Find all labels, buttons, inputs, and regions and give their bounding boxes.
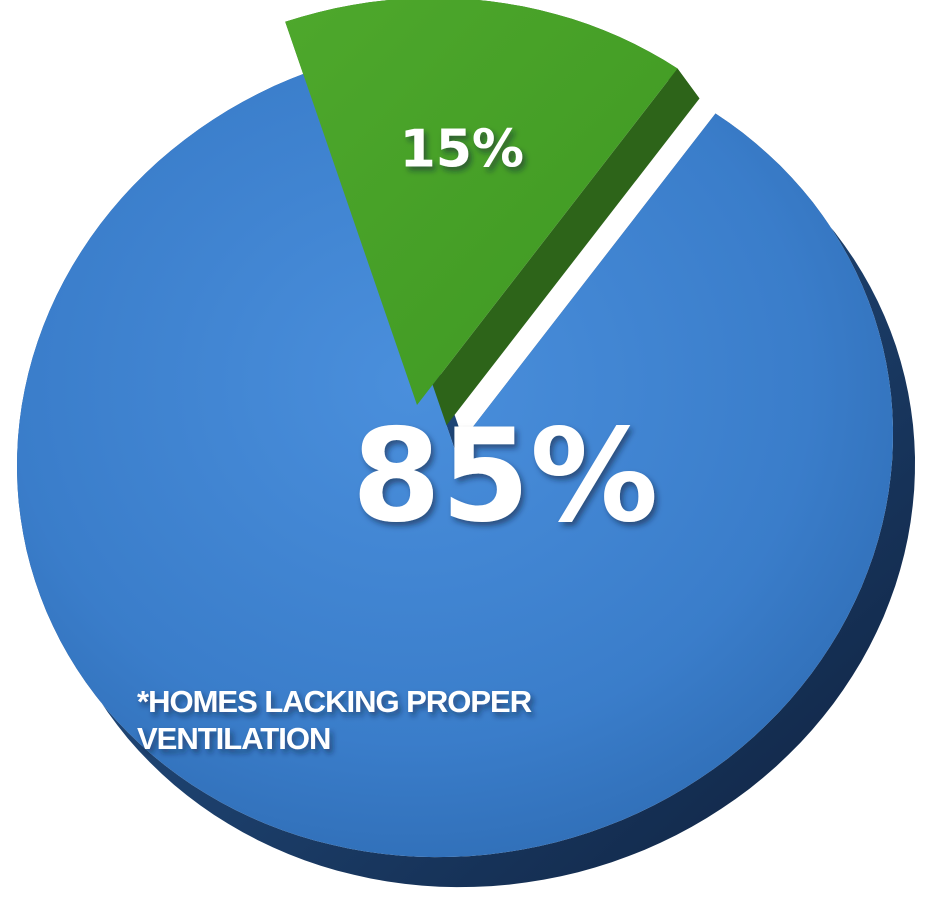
pie-slices [17,0,915,888]
slice-label-1: 15% [400,120,524,180]
annotation-line-1: VENTILATION [137,721,330,756]
pie-labels: 85% 15% [352,120,658,551]
annotation-line-0: *HOMES LACKING PROPER [137,684,532,719]
pie-slice-1 [285,0,678,405]
slice-label-0: 85% [352,402,658,551]
slice-wall-1-0 [417,68,700,435]
pie-slice-0 [17,66,893,858]
